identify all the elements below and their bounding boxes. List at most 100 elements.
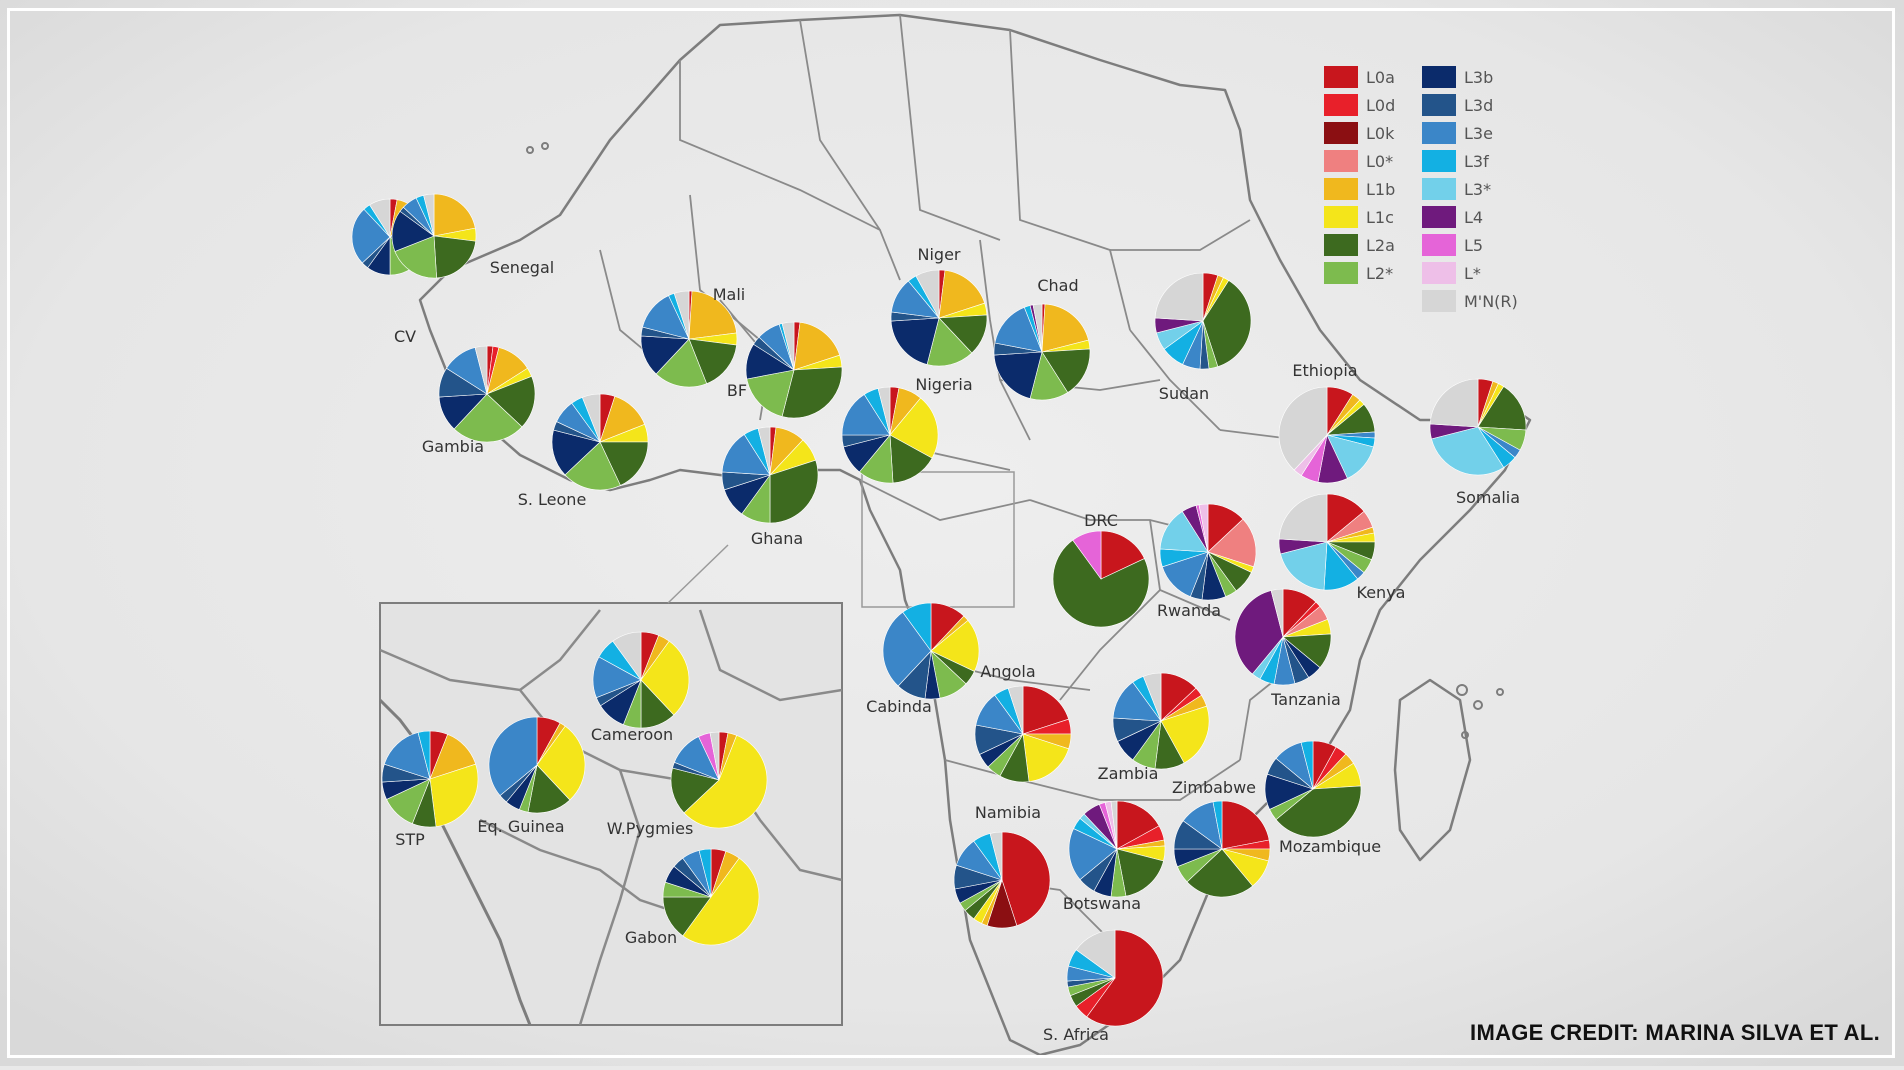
legend-item-l0: L0*: [1324, 150, 1393, 172]
pie-zimbabwe: Zimbabwe: [1172, 778, 1271, 898]
pie-slice-l0a: [1086, 929, 1164, 1027]
pie-slice-m-n-r: [877, 386, 891, 436]
pie-slice-l0a: [1100, 530, 1145, 580]
pie-slice-l: [1198, 503, 1209, 553]
pie-slice-m-n-r: [1007, 685, 1024, 735]
legend-item-m-n-r: M'N(R): [1422, 290, 1518, 312]
pie-slice-m-n-r: [781, 321, 795, 371]
pie-slice-l1c: [889, 397, 939, 459]
pie-slice-l2a: [1477, 386, 1527, 431]
legend-label: L3d: [1464, 96, 1493, 115]
region-label: Rwanda: [1157, 601, 1221, 620]
region-label: Nigeria: [915, 375, 972, 394]
pie-slice-l2a: [1041, 348, 1091, 393]
legend-label: L0d: [1366, 96, 1395, 115]
pie-slice-l1c: [1160, 705, 1210, 764]
legend: L0a L0d L0k L0* L1b L1c L2a L2* L3b L3d L3e L3f L3* L…: [1324, 66, 1518, 312]
pie-slice-m-n-r: [1278, 386, 1328, 471]
legend-label: M'N(R): [1464, 292, 1518, 311]
pie-slice-l1c: [683, 734, 768, 829]
pie-slice-m-n-r: [1154, 272, 1204, 322]
pie-slice-l3: [1431, 426, 1505, 476]
pie-slice-l1c: [536, 725, 586, 801]
region-label: Botswana: [1063, 894, 1141, 913]
legend-item-l4: L4: [1422, 206, 1483, 228]
region-label: Mali: [713, 285, 746, 304]
pie-slice-l1b: [1041, 303, 1089, 353]
pie-slice-l3b: [890, 317, 940, 365]
pie-ghana: Ghana: [721, 426, 819, 548]
pie-slice-l2a: [486, 375, 536, 428]
pie-slice-m-n-r: [1278, 493, 1328, 543]
pie-ethiopia: Ethiopia: [1278, 361, 1376, 484]
region-label: Cameroon: [591, 725, 673, 744]
region-label: Kenya: [1357, 583, 1406, 602]
pie-slice-l3e: [1068, 828, 1118, 881]
region-label: Eq. Guinea: [477, 817, 564, 836]
pie-sudan: Sudan: [1154, 272, 1252, 403]
continent-outline: [418, 13, 1532, 1057]
pie-slice-l2a: [670, 767, 720, 814]
pie-slice-l2: [564, 441, 621, 491]
legend-item-l3d: L3d: [1422, 94, 1493, 116]
pie-slice-l0a: [1116, 800, 1160, 850]
pie-slice-l0a: [1001, 831, 1051, 927]
legend-swatch: [1422, 290, 1456, 312]
legend-swatch: [1324, 234, 1358, 256]
legend-swatch: [1422, 206, 1456, 228]
pie-slice-l3e: [994, 306, 1043, 353]
legend-label: L3f: [1464, 152, 1489, 171]
pie-slice-l3: [1280, 541, 1328, 591]
legend-swatch: [1324, 94, 1358, 116]
legend-swatch: [1422, 178, 1456, 200]
pie-slice-l3e: [882, 611, 932, 687]
pie-slice-m-n-r: [369, 198, 391, 239]
pie-slice-m-n-r: [1075, 929, 1116, 979]
legend-item-l3b: L3b: [1422, 66, 1493, 88]
legend-item-l3f: L3f: [1422, 150, 1489, 172]
legend-label: L3b: [1464, 68, 1493, 87]
pie-stp: STP: [381, 730, 479, 849]
region-label: S. Leone: [518, 490, 587, 509]
pie-slice-l1c: [682, 857, 760, 946]
pie-slice-l1c: [640, 640, 690, 716]
legend-item-l: L*: [1422, 262, 1481, 284]
legend-item-l3e: L3e: [1422, 122, 1493, 144]
pie-s-leone: S. Leone: [518, 393, 649, 509]
pie-slice-l1b: [793, 322, 841, 371]
pie-cabinda: Cabinda: [866, 602, 980, 716]
legend-label: L1c: [1366, 208, 1394, 227]
legend-swatch: [1422, 122, 1456, 144]
pie-slice-l2a: [1186, 848, 1254, 898]
legend-item-l0d: L0d: [1324, 94, 1395, 116]
pie-slice-l1c: [429, 763, 479, 827]
pie-senegal: Senegal: [391, 193, 554, 279]
pie-zambia: Zambia: [1098, 672, 1210, 783]
pie-slice-l5: [1072, 530, 1102, 580]
legend-swatch: [1422, 234, 1456, 256]
pie-slice-l2a: [889, 434, 933, 484]
pie-w-pygmies: W.Pygmies: [607, 731, 768, 838]
pie-slice-l2a: [1116, 848, 1164, 897]
pie-rwanda: Rwanda: [1157, 503, 1257, 620]
legend-label: L0a: [1366, 68, 1395, 87]
pie-bf: BF: [727, 321, 843, 419]
pie-slice-m-n-r: [989, 831, 1003, 881]
region-label: CV: [394, 327, 416, 346]
pie-nigeria: Nigeria: [841, 375, 973, 484]
pie-slice-l1b: [938, 270, 986, 319]
pie-slice-l2: [746, 369, 795, 417]
pie-slice-l1c: [930, 619, 980, 672]
pie-slice-l3e: [488, 716, 538, 797]
pie-somalia: Somalia: [1429, 378, 1527, 507]
legend-swatch: [1422, 262, 1456, 284]
pie-tanzania: Tanzania: [1234, 588, 1341, 709]
region-label: Angola: [980, 662, 1035, 681]
legend-swatch: [1422, 66, 1456, 88]
legend-swatch: [1324, 206, 1358, 228]
pie-slice-l3b: [551, 429, 601, 476]
legend-label: L3*: [1464, 180, 1491, 199]
pie-slice-l3e: [351, 208, 391, 264]
region-label: Gabon: [625, 928, 677, 947]
